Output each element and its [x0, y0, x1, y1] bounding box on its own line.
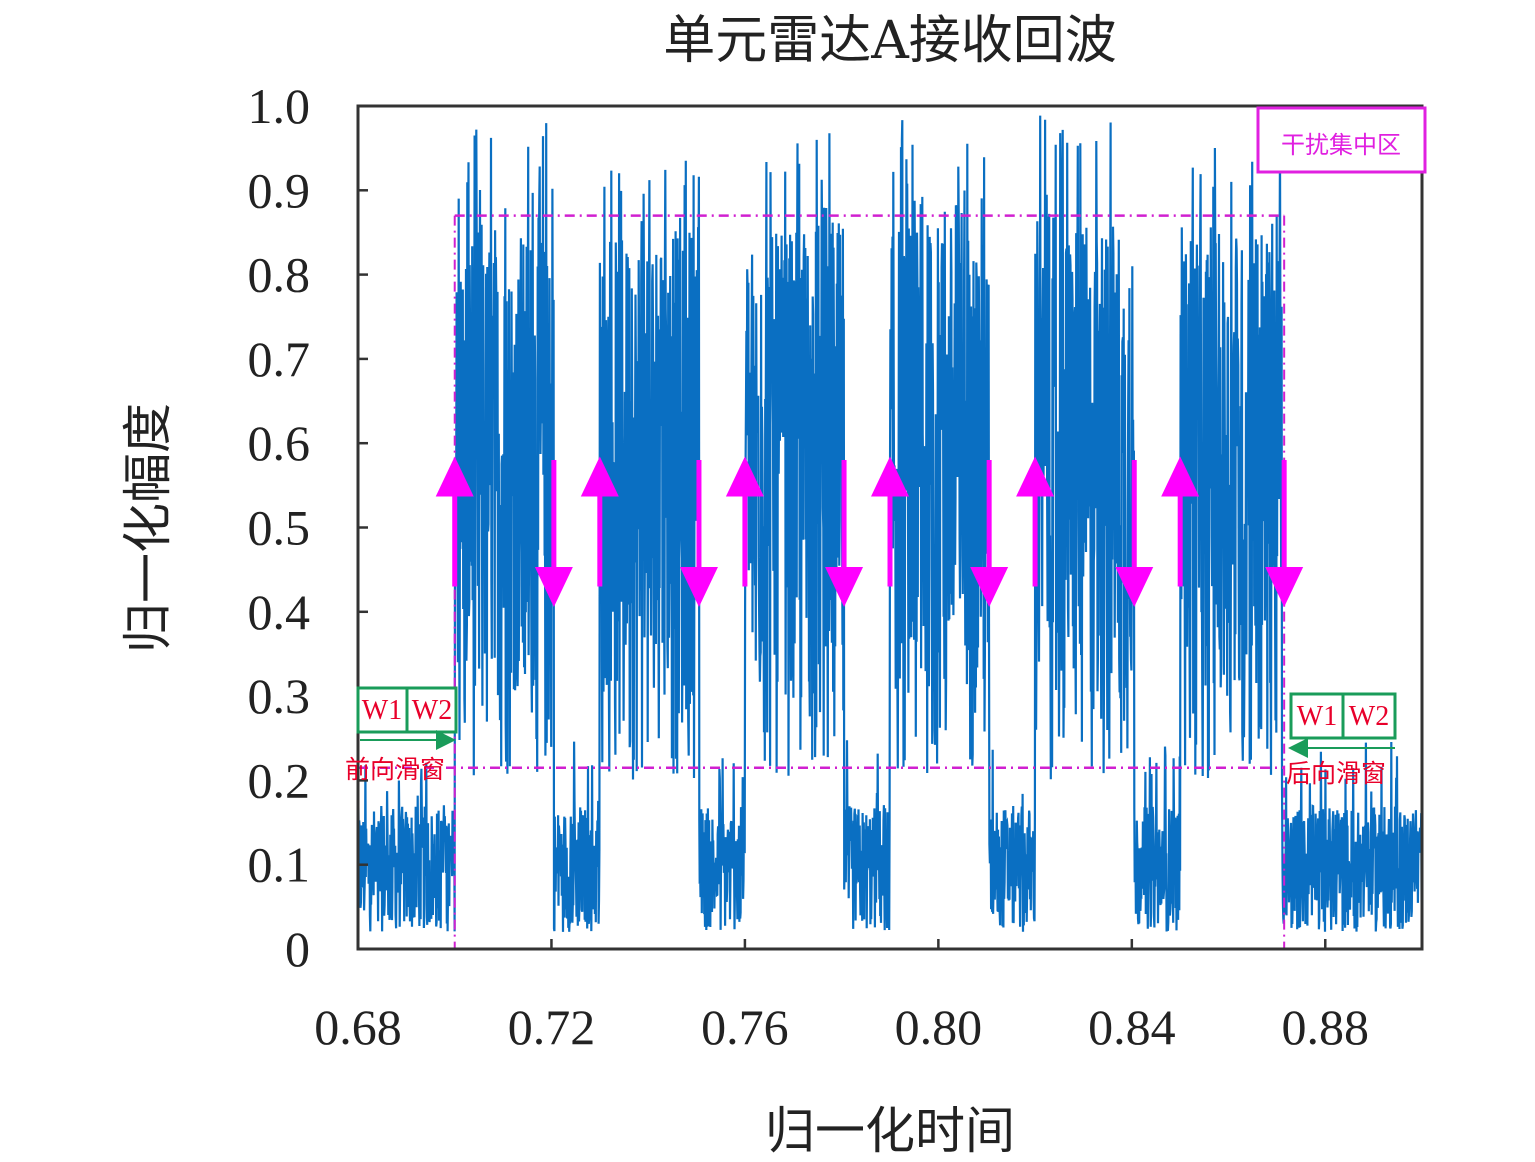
- backward-window-w2: W2: [1349, 701, 1389, 732]
- down-arrow-icon: [679, 566, 718, 607]
- x-tick-label: 0.88: [1282, 999, 1370, 1055]
- up-arrow-icon: [871, 456, 909, 497]
- up-arrow-icon: [435, 456, 474, 497]
- y-tick-label: 0.8: [248, 247, 311, 303]
- x-tick-label: 0.80: [895, 999, 983, 1055]
- up-arrow-icon: [580, 456, 619, 497]
- y-tick-label: 1.0: [248, 78, 311, 134]
- x-tick-label: 0.84: [1088, 999, 1176, 1055]
- chart-title: 单元雷达A接收回波: [663, 11, 1117, 71]
- interference-box: 干扰集中区: [1256, 106, 1427, 174]
- down-arrow-icon: [970, 566, 1009, 607]
- threshold-lines: [358, 214, 1286, 949]
- interference-box-label: 干扰集中区: [1281, 131, 1401, 159]
- y-tick-label: 0.1: [248, 837, 311, 893]
- x-tick-label: 0.68: [314, 999, 402, 1055]
- down-arrow-icon: [1115, 566, 1154, 607]
- y-tick-label: 0.6: [248, 415, 311, 471]
- y-tick-label: 0.9: [248, 162, 311, 218]
- y-tick-label: 0.7: [248, 331, 311, 387]
- x-tick-label: 0.76: [701, 999, 789, 1055]
- y-axis-label: 归一化幅度: [119, 403, 177, 653]
- up-arrow-icon: [1016, 456, 1055, 497]
- x-axis-ticks: 0.68 0.72 0.76 0.80 0.84 0.88: [314, 939, 1369, 1055]
- backward-window-w1: W1: [1297, 701, 1337, 732]
- x-tick-label: 0.72: [508, 999, 596, 1055]
- forward-window: W1 W2 前向滑窗: [345, 686, 458, 784]
- pulse-edge-arrows: [435, 456, 1304, 607]
- up-arrow-icon: [1161, 456, 1200, 497]
- y-axis-ticks: 0 0.1 0.2 0.3 0.4 0.5 0.6 0.7 0.8 0.9 1.0: [248, 78, 368, 977]
- down-arrow-icon: [534, 566, 573, 607]
- y-tick-label: 0.2: [248, 752, 311, 808]
- y-tick-label: 0.5: [248, 500, 311, 556]
- backward-window: W1 W2 后向滑窗: [1286, 692, 1397, 788]
- y-tick-label: 0.4: [248, 584, 311, 640]
- forward-window-w2: W2: [412, 695, 452, 726]
- down-arrow-icon: [1265, 566, 1304, 607]
- down-arrow-icon: [825, 566, 864, 607]
- x-axis-label: 归一化时间: [765, 1102, 1015, 1160]
- forward-slide-label: 前向滑窗: [345, 755, 445, 784]
- up-arrow-icon: [725, 456, 764, 497]
- forward-window-w1: W1: [362, 695, 402, 726]
- y-tick-label: 0: [285, 921, 310, 977]
- backward-slide-label: 后向滑窗: [1286, 759, 1386, 788]
- y-tick-label: 0.3: [248, 668, 311, 724]
